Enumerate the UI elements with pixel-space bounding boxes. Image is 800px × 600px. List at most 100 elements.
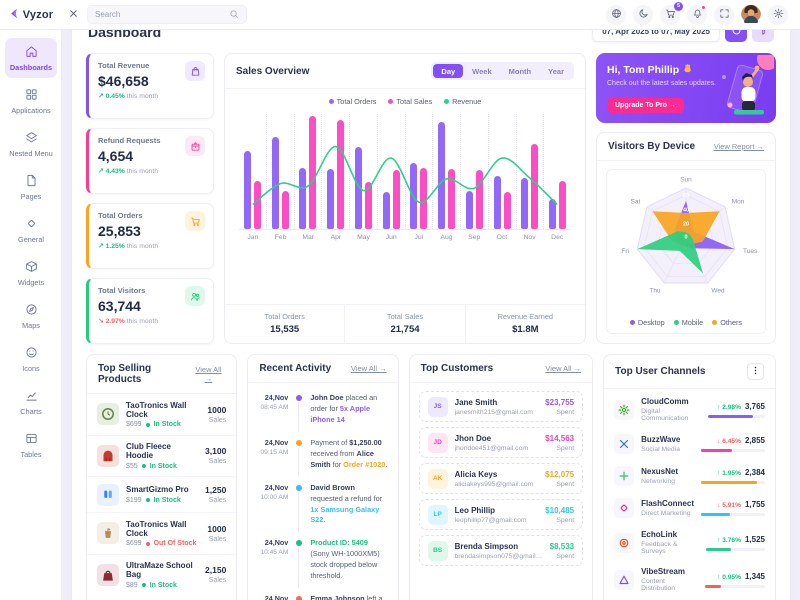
channel-row[interactable]: EchoLink Feedback & Surveys ↑ 3.76% 1,52… xyxy=(604,524,775,561)
customer-avatar: BS xyxy=(427,540,448,561)
tab-year[interactable]: Year xyxy=(540,64,572,78)
sidebar-item-maps[interactable]: Maps xyxy=(5,296,57,336)
sidebar-item-icons[interactable]: Icons xyxy=(5,339,57,379)
sales-stat-label: Total Orders xyxy=(264,312,305,321)
customer-row[interactable]: LP Leo Phillip leophillip77@gmail.com $1… xyxy=(418,499,584,530)
channel-name: CloudComm xyxy=(641,397,689,406)
avatar xyxy=(741,4,761,25)
bar-group-mar xyxy=(295,114,323,229)
product-row[interactable]: TaoTronics Wall Clock $699 Out Of Stock 1… xyxy=(87,513,237,555)
sidebar-item-dashboards[interactable]: Dashboards xyxy=(5,38,57,78)
channel-value: 2,855 xyxy=(744,436,765,445)
product-row[interactable]: Club Fleece Hoodie $55 In Stock 3,100 Sal… xyxy=(87,436,237,477)
channel-row[interactable]: BuzzWave Social Media ↓ 6.45% 2,855 xyxy=(604,428,775,460)
avatar-button[interactable] xyxy=(741,4,761,25)
sidebar-item-widgets[interactable]: Widgets xyxy=(5,253,57,293)
layers-icon xyxy=(25,131,38,146)
product-sales-value: 1,250 xyxy=(205,485,227,495)
product-sales-label: Sales xyxy=(208,497,227,504)
product-row[interactable]: SmartGizmo Pro $199 In Stock 1,250 Sales xyxy=(87,477,237,513)
tab-month[interactable]: Month xyxy=(501,64,540,78)
bar-group-jan xyxy=(239,114,267,229)
legend-dot xyxy=(444,99,450,104)
bar-group-jul xyxy=(406,114,434,229)
globe-button[interactable] xyxy=(606,4,626,25)
sidebar-item-label: Dashboards xyxy=(9,63,53,72)
upgrade-to-pro-button[interactable]: Upgrade To Pro → xyxy=(607,98,684,113)
channel-progress-fill xyxy=(705,547,731,551)
bell-button[interactable] xyxy=(687,4,707,25)
channel-progress-track xyxy=(708,414,765,418)
customer-row[interactable]: JS Jane Smith janesmith215@gmail.com $23… xyxy=(418,391,584,422)
cart-icon xyxy=(185,211,205,231)
tab-week[interactable]: Week xyxy=(464,64,499,78)
stock-status: In Stock xyxy=(153,496,181,504)
gear-button[interactable] xyxy=(768,4,788,25)
svg-text:Sun: Sun xyxy=(680,177,692,184)
sidebar-item-general[interactable]: General xyxy=(5,210,57,250)
cart-button[interactable]: 5 xyxy=(660,1,683,25)
sidebar-item-tables[interactable]: Tables xyxy=(5,425,57,465)
bar-total-orders xyxy=(382,192,390,229)
stat-card-total-revenue: Total Revenue $46,658 ↗ 0.45% this month xyxy=(86,53,214,119)
globe-icon xyxy=(611,7,622,22)
search-input[interactable] xyxy=(95,10,229,19)
customer-name: Jhon Doe xyxy=(454,433,492,443)
sidebar-item-applications[interactable]: Applications xyxy=(5,81,57,121)
customer-row[interactable]: JD Jhon Doe jhondoe451@gmail.com $14,563… xyxy=(418,427,584,458)
channels-title: Top User Channels xyxy=(615,366,706,377)
channel-row[interactable]: FlashConnect Direct Marketing ↓ 5.91% 1,… xyxy=(604,492,775,524)
product-image xyxy=(97,403,119,426)
channel-row[interactable]: VibeStream Content Distribution ↑ 0.95% … xyxy=(604,561,775,598)
stats-column: Total Revenue $46,658 ↗ 0.45% this month… xyxy=(86,53,214,344)
channel-row[interactable]: CloudComm Digital Communication ↑ 2.98% … xyxy=(604,391,775,428)
products-view-all-link[interactable]: View All → xyxy=(192,365,226,383)
bar-total-orders xyxy=(438,122,446,229)
moon-button[interactable] xyxy=(633,4,653,25)
activity-date: 24,Nov xyxy=(264,393,289,402)
search-box[interactable] xyxy=(87,5,247,24)
sidebar-item-charts[interactable]: Charts xyxy=(5,382,57,422)
customer-row[interactable]: AK Alicia Keys aliciakeys995@gmail.com $… xyxy=(418,463,584,494)
bar-total-orders xyxy=(299,168,307,229)
product-row[interactable]: UltraMaze School Bag $89 In Stock 2,150 S… xyxy=(87,555,236,596)
channels-menu-button[interactable] xyxy=(747,363,764,380)
x-tick: Aug xyxy=(440,234,453,241)
stat-label: Total Visitors xyxy=(98,286,146,295)
bar-group-aug xyxy=(433,114,461,229)
stat-label: Total Orders xyxy=(98,211,143,220)
customer-avatar: AK xyxy=(427,468,448,489)
radar-legend-item: Mobile xyxy=(673,318,703,327)
header-actions: 5 xyxy=(606,1,788,25)
top-user-channels-card: Top User Channels CloudComm Digital Comm… xyxy=(603,354,776,600)
activity-view-all-link[interactable]: View All → xyxy=(350,364,387,373)
product-image xyxy=(97,483,119,506)
customer-row[interactable]: BS Brenda Simpson brendasimpson075@gmail… xyxy=(418,535,584,566)
logo-icon xyxy=(9,6,20,24)
tab-day[interactable]: Day xyxy=(433,64,464,78)
stat-trend: ↗ 0.45% this month xyxy=(98,93,159,100)
customer-name: Jane Smith xyxy=(454,397,498,407)
activity-item: 24,Nov 10:00 AM David Brown requested a r… xyxy=(248,477,397,533)
sidebar-item-pages[interactable]: Pages xyxy=(5,167,57,207)
channel-row[interactable]: NexusNet Networking ↑ 1.95% 2,384 xyxy=(604,460,775,492)
grid-icon xyxy=(25,88,38,103)
sales-bars xyxy=(239,114,571,230)
logo[interactable]: Vyzor xyxy=(0,6,62,24)
close-search-button[interactable] xyxy=(68,7,79,22)
x-tick: Mar xyxy=(302,234,315,241)
compass-icon xyxy=(25,303,38,318)
activity-text: David Brown requested a refund for 1x Sa… xyxy=(310,482,383,525)
product-sales-value: 3,100 xyxy=(205,446,227,457)
customer-email: jhondoe451@gmail.com xyxy=(454,444,529,452)
customers-view-all-link[interactable]: View All → xyxy=(545,364,582,373)
legend-dot xyxy=(328,99,334,104)
bar-total-sales xyxy=(337,119,345,229)
sidebar-item-nested-menu[interactable]: Nested Menu xyxy=(5,124,57,164)
promo-illustration xyxy=(690,53,776,123)
sidebar-item-label: Pages xyxy=(20,192,42,201)
view-report-link[interactable]: View Report → xyxy=(713,142,764,151)
channel-category: Digital Communication xyxy=(641,408,689,422)
product-row[interactable]: TaoTronics Wall Clock $699 In Stock 1000 … xyxy=(87,394,237,436)
expand-button[interactable] xyxy=(714,4,734,25)
